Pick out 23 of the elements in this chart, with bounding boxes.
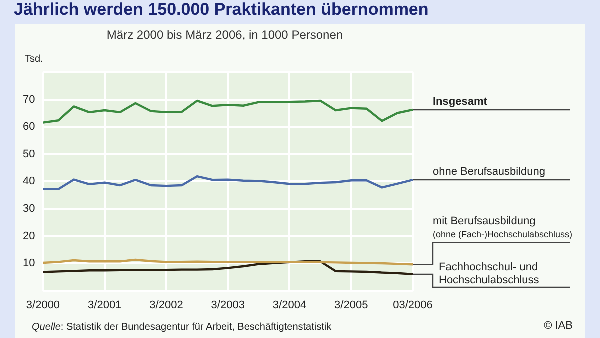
x-tick-label: 03/2006 <box>393 299 433 312</box>
y-tick-label: 40 <box>22 176 36 188</box>
y-tick-label: 70 <box>22 94 36 106</box>
text: Fachhochschul- und Hochschulabschluss <box>439 261 540 286</box>
y-tick-label: 50 <box>22 148 36 160</box>
chart-title: Jährlich werden 150.000 Praktikanten übernommen <box>14 0 429 20</box>
series-label: Insgesamt <box>433 96 488 108</box>
x-tick-label: 3/2004 <box>272 299 307 312</box>
y-axis-title: Tsd. <box>25 54 44 65</box>
y-tick-label: 30 <box>22 203 36 216</box>
y-tick-label: 60 <box>22 121 36 134</box>
chart-subtitle: März 2000 bis März 2006, in 1000 Personen <box>106 28 344 42</box>
x-tick-label: 3/2005 <box>334 299 368 312</box>
y-tick-label: 10 <box>22 258 36 270</box>
text: © IAB <box>544 320 573 332</box>
x-tick-label: 3/2000 <box>26 299 60 312</box>
x-tick-label: 3/2002 <box>150 299 184 312</box>
y-tick-label: 20 <box>22 230 36 242</box>
x-tick-label: 3/2001 <box>88 299 122 312</box>
x-tick-label: 3/2003 <box>211 299 245 312</box>
source-note: Quelle: Statistik der Bundesagentur für Arbeit, Beschäftigtenstatistik <box>32 322 332 333</box>
text: mit Berufsausbildung (ohne (Fach-)Hochschulabschluss) <box>433 216 573 240</box>
series-label: ohne Berufsausbildung <box>433 166 546 178</box>
